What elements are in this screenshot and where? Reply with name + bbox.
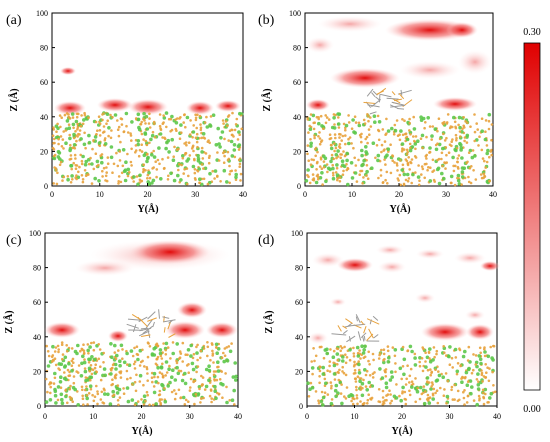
panel-b-yticks: 0 20 40 60 80 100 — [289, 9, 308, 191]
colorbar-min-label: 0.00 — [523, 404, 541, 415]
colorbar-max-label: 0.30 — [523, 27, 541, 38]
colorbar-gradient — [523, 42, 541, 391]
panel-c-xlabel: Y(Å) — [131, 425, 152, 437]
substrate-atoms — [304, 112, 494, 187]
y-tick-label: 60 — [33, 298, 41, 307]
x-tick-label: 30 — [442, 190, 450, 199]
x-tick-label: 10 — [89, 412, 97, 421]
panel-c-yticks: 0 20 40 60 80 100 — [29, 229, 48, 411]
y-tick-label: 100 — [291, 229, 303, 238]
x-tick-label: 10 — [351, 412, 359, 421]
panel-d: (d) Z (Å) Y(Å) 0 10 20 30 40 0 20 40 60 80 100 — [258, 229, 501, 437]
y-tick-label: 100 — [29, 229, 41, 238]
y-tick-label: 60 — [295, 298, 303, 307]
panel-c: (c) Z (Å) Y(Å) 0 10 20 30 40 0 20 40 60 80 100 — [3, 229, 242, 437]
panel-d-density — [308, 245, 500, 344]
y-tick-label: 80 — [33, 264, 41, 273]
panel-a-label: (a) — [6, 13, 22, 28]
colorbar: 0.30 0.00 — [523, 27, 541, 415]
panel-b-ylabel: Z (Å) — [261, 88, 273, 111]
x-tick-label: 40 — [234, 412, 242, 421]
panel-d-molecule — [331, 314, 380, 343]
y-tick-label: 0 — [297, 182, 301, 191]
panel-a-xlabel: Y(Å) — [137, 203, 158, 215]
y-tick-label: 60 — [40, 78, 48, 87]
substrate-atoms — [44, 341, 238, 407]
panel-a-ylabel: Z (Å) — [8, 88, 20, 111]
y-tick-label: 100 — [289, 9, 301, 18]
x-tick-label: 20 — [398, 412, 406, 421]
panel-d-yticks: 0 20 40 60 80 100 — [291, 229, 310, 411]
panel-c-xticks: 0 10 20 30 40 — [43, 405, 242, 421]
panel-b-xticks: 0 10 20 30 40 — [303, 183, 497, 199]
panel-a-density — [54, 67, 241, 115]
y-tick-label: 100 — [36, 9, 48, 18]
x-tick-label: 10 — [96, 190, 104, 199]
y-tick-label: 40 — [40, 113, 48, 122]
panel-d-label: (d) — [258, 233, 275, 248]
y-tick-label: 20 — [293, 147, 301, 156]
panel-a: (a) Z (Å) Y(Å) 0 10 20 30 40 0 20 40 60 80 100 — [6, 9, 247, 215]
substrate-atoms — [306, 344, 497, 407]
x-tick-label: 0 — [305, 412, 309, 421]
panel-a-yticks: 0 20 40 60 80 100 — [36, 9, 55, 191]
panel-b-xlabel: Y(Å) — [389, 203, 410, 215]
y-tick-label: 60 — [293, 78, 301, 87]
x-tick-label: 20 — [144, 190, 152, 199]
x-tick-label: 30 — [191, 190, 199, 199]
x-tick-label: 40 — [239, 190, 247, 199]
x-tick-label: 20 — [138, 412, 146, 421]
y-tick-label: 40 — [295, 333, 303, 342]
x-tick-label: 30 — [446, 412, 454, 421]
y-tick-label: 80 — [293, 44, 301, 53]
x-tick-label: 0 — [303, 190, 307, 199]
panel-c-molecule — [126, 309, 176, 339]
panel-d-ylabel: Z (Å) — [263, 310, 275, 333]
panel-b-density — [306, 16, 492, 111]
y-tick-label: 40 — [33, 333, 41, 342]
y-tick-label: 80 — [295, 264, 303, 273]
x-tick-label: 0 — [50, 190, 54, 199]
y-tick-label: 20 — [295, 367, 303, 376]
y-tick-label: 20 — [40, 147, 48, 156]
y-tick-label: 0 — [299, 402, 303, 411]
panel-b-label: (b) — [258, 13, 275, 28]
panel-c-label: (c) — [6, 233, 22, 248]
substrate-atoms — [51, 111, 244, 187]
x-tick-label: 10 — [348, 190, 356, 199]
panel-d-xticks: 0 10 20 30 40 — [305, 405, 501, 421]
panel-b: (b) Z (Å) Y(Å) 0 10 20 30 40 0 20 40 60 80 100 — [258, 9, 497, 215]
x-tick-label: 40 — [493, 412, 501, 421]
panel-b-molecule — [363, 87, 413, 115]
y-tick-label: 80 — [40, 44, 48, 53]
x-tick-label: 0 — [43, 412, 47, 421]
x-tick-label: 30 — [186, 412, 194, 421]
panel-c-ylabel: Z (Å) — [3, 310, 15, 333]
y-tick-label: 0 — [44, 182, 48, 191]
panel-c-density — [44, 240, 238, 342]
y-tick-label: 40 — [293, 113, 301, 122]
x-tick-label: 20 — [395, 190, 403, 199]
x-tick-label: 40 — [489, 190, 497, 199]
y-tick-label: 20 — [33, 367, 41, 376]
panel-d-xlabel: Y(Å) — [391, 425, 412, 437]
y-tick-label: 0 — [37, 402, 41, 411]
